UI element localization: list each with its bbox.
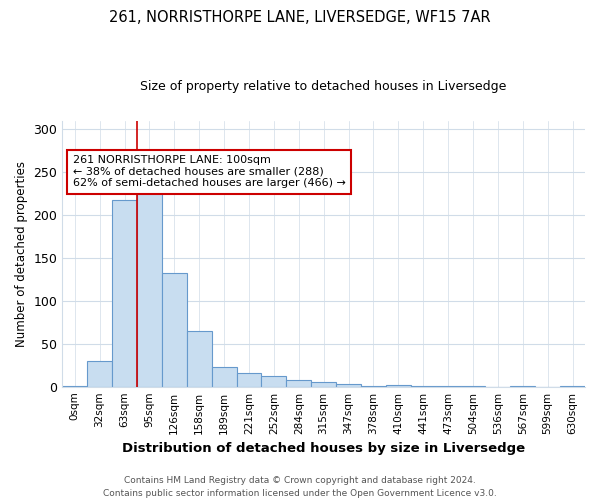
Text: 261 NORRISTHORPE LANE: 100sqm
← 38% of detached houses are smaller (288)
62% of : 261 NORRISTHORPE LANE: 100sqm ← 38% of d… <box>73 155 346 188</box>
Bar <box>112 200 137 386</box>
Bar <box>187 331 212 386</box>
Bar <box>87 361 112 386</box>
Text: 261, NORRISTHORPE LANE, LIVERSEDGE, WF15 7AR: 261, NORRISTHORPE LANE, LIVERSEDGE, WF15… <box>109 10 491 25</box>
Bar <box>311 382 336 386</box>
Bar <box>212 367 236 386</box>
Bar <box>162 272 187 386</box>
Bar <box>262 376 286 386</box>
Bar <box>336 384 361 386</box>
X-axis label: Distribution of detached houses by size in Liversedge: Distribution of detached houses by size … <box>122 442 525 455</box>
Text: Contains HM Land Registry data © Crown copyright and database right 2024.
Contai: Contains HM Land Registry data © Crown c… <box>103 476 497 498</box>
Bar <box>137 176 162 386</box>
Bar <box>386 385 411 386</box>
Title: Size of property relative to detached houses in Liversedge: Size of property relative to detached ho… <box>140 80 507 93</box>
Y-axis label: Number of detached properties: Number of detached properties <box>15 160 28 346</box>
Bar <box>236 373 262 386</box>
Bar <box>286 380 311 386</box>
